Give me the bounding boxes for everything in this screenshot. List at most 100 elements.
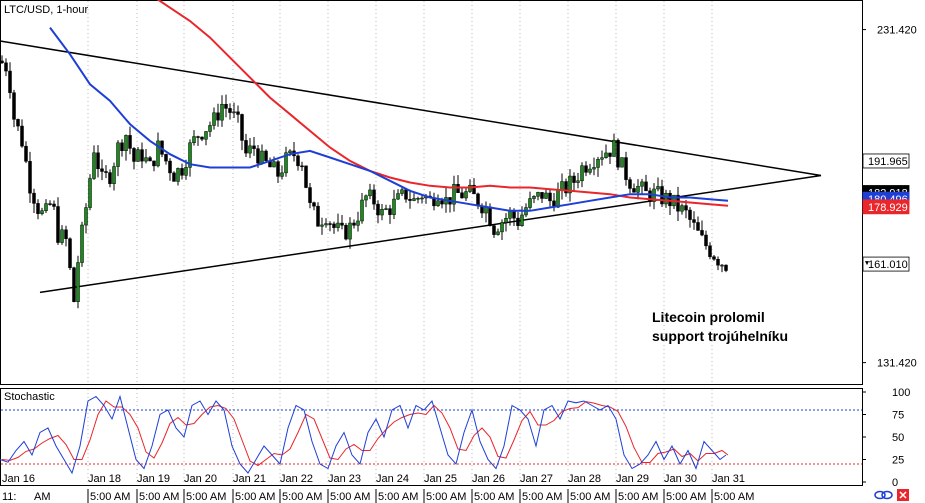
candle-body: [612, 139, 616, 157]
candle-body: [48, 203, 52, 205]
candle-body: [12, 92, 16, 120]
candle-body: [192, 136, 196, 144]
candle-body: [700, 230, 704, 236]
candle-body: [136, 149, 140, 162]
candle-body: [624, 157, 628, 180]
x-time-label: 5:00 AM: [666, 491, 706, 503]
candle-body: [716, 259, 720, 266]
candle-body: [184, 167, 188, 176]
candle-body: [648, 190, 652, 202]
annotation-line-2: support trojúhelníku: [652, 328, 788, 344]
x-date-label: Jan 29: [616, 473, 649, 485]
candle-body: [420, 197, 424, 200]
price-tag-box: [862, 153, 910, 169]
trendline-lower: [39, 174, 822, 294]
x-time-label: 5:00 AM: [426, 491, 466, 503]
stochastic-k-line: [0, 394, 727, 475]
candle-body: [156, 140, 160, 167]
candle-body: [548, 192, 552, 202]
candle-body: [172, 172, 176, 182]
candle-body: [108, 172, 112, 184]
candle-body: [388, 208, 392, 215]
candle-body: [620, 157, 624, 168]
candle-body: [264, 150, 268, 161]
candle-body: [216, 112, 220, 121]
candle-body: [396, 193, 400, 200]
candle-body: [436, 200, 440, 207]
x-date-label: Jan 25: [424, 473, 457, 485]
candle-body: [440, 200, 444, 205]
candle-body: [464, 191, 468, 199]
candle-body: [244, 140, 248, 154]
candle-body: [644, 181, 648, 192]
candle-body: [176, 168, 180, 182]
candle-body: [580, 165, 584, 182]
candle-body: [372, 189, 376, 205]
candle-body: [416, 197, 420, 200]
candle-body: [632, 188, 636, 193]
candle-body: [568, 175, 572, 194]
x-date-label: Jan 26: [472, 473, 505, 485]
candle-body: [404, 189, 408, 200]
main-panel-frame: [0, 0, 863, 385]
candle-body: [52, 203, 56, 207]
candle-body: [16, 119, 20, 127]
candle-body: [384, 208, 388, 210]
x-time-label: 5:00 AM: [235, 491, 275, 503]
candle-body: [564, 181, 568, 194]
link-icon[interactable]: [874, 490, 893, 500]
candle-body: [164, 154, 168, 162]
candle-body: [324, 223, 328, 226]
candle-body: [68, 238, 72, 268]
price-tag-label: 161.010: [868, 259, 908, 271]
candle-body: [280, 172, 284, 177]
candle-body: [132, 148, 136, 162]
x-date-label: Jan 28: [568, 473, 601, 485]
candle-body: [492, 225, 496, 235]
x-time-label: 11:: [2, 491, 16, 503]
candle-body: [312, 202, 316, 207]
candle-body: [364, 195, 368, 201]
candle-body: [392, 198, 396, 215]
candle-body: [560, 181, 564, 191]
close-icon[interactable]: [897, 489, 909, 501]
candle-body: [596, 158, 600, 168]
candle-body: [116, 142, 120, 167]
candle-body: [92, 152, 96, 179]
candle-body: [712, 256, 716, 260]
candle-body: [536, 192, 540, 197]
candle-body: [704, 234, 708, 247]
candle-body: [340, 222, 344, 226]
price-tag-box: [862, 256, 910, 272]
candle-body: [32, 192, 36, 204]
candle-body: [688, 209, 692, 220]
candle-body: [412, 198, 416, 201]
candle-body: [260, 150, 264, 164]
candle-body: [604, 152, 608, 158]
candle-body: [248, 145, 252, 154]
x-date-label: Jan 24: [376, 473, 409, 485]
candle-body: [76, 262, 80, 302]
candle-body: [40, 210, 44, 214]
candle-body: [0, 60, 4, 64]
candle-body: [316, 205, 320, 227]
candle-body: [200, 136, 204, 140]
candle-body: [224, 104, 228, 109]
candle-body: [120, 142, 124, 151]
candle-body: [488, 206, 492, 226]
candle-body: [616, 139, 620, 168]
x-date-label: Jan 19: [137, 473, 170, 485]
candle-body: [56, 206, 60, 243]
x-date-label: Jan 27: [520, 473, 553, 485]
x-time-label: AM: [34, 491, 51, 503]
candle-body: [512, 210, 516, 219]
candle-body: [684, 205, 688, 211]
candle-body: [36, 203, 40, 214]
x-time-label: 5:00 AM: [378, 491, 418, 503]
stochastic-axis: 100 75 50 25 0: [862, 387, 910, 489]
candle-body: [452, 184, 456, 205]
candle-body: [600, 157, 604, 160]
candle-body: [212, 112, 216, 126]
annotation-line-1: Litecoin prolomil: [652, 309, 765, 325]
